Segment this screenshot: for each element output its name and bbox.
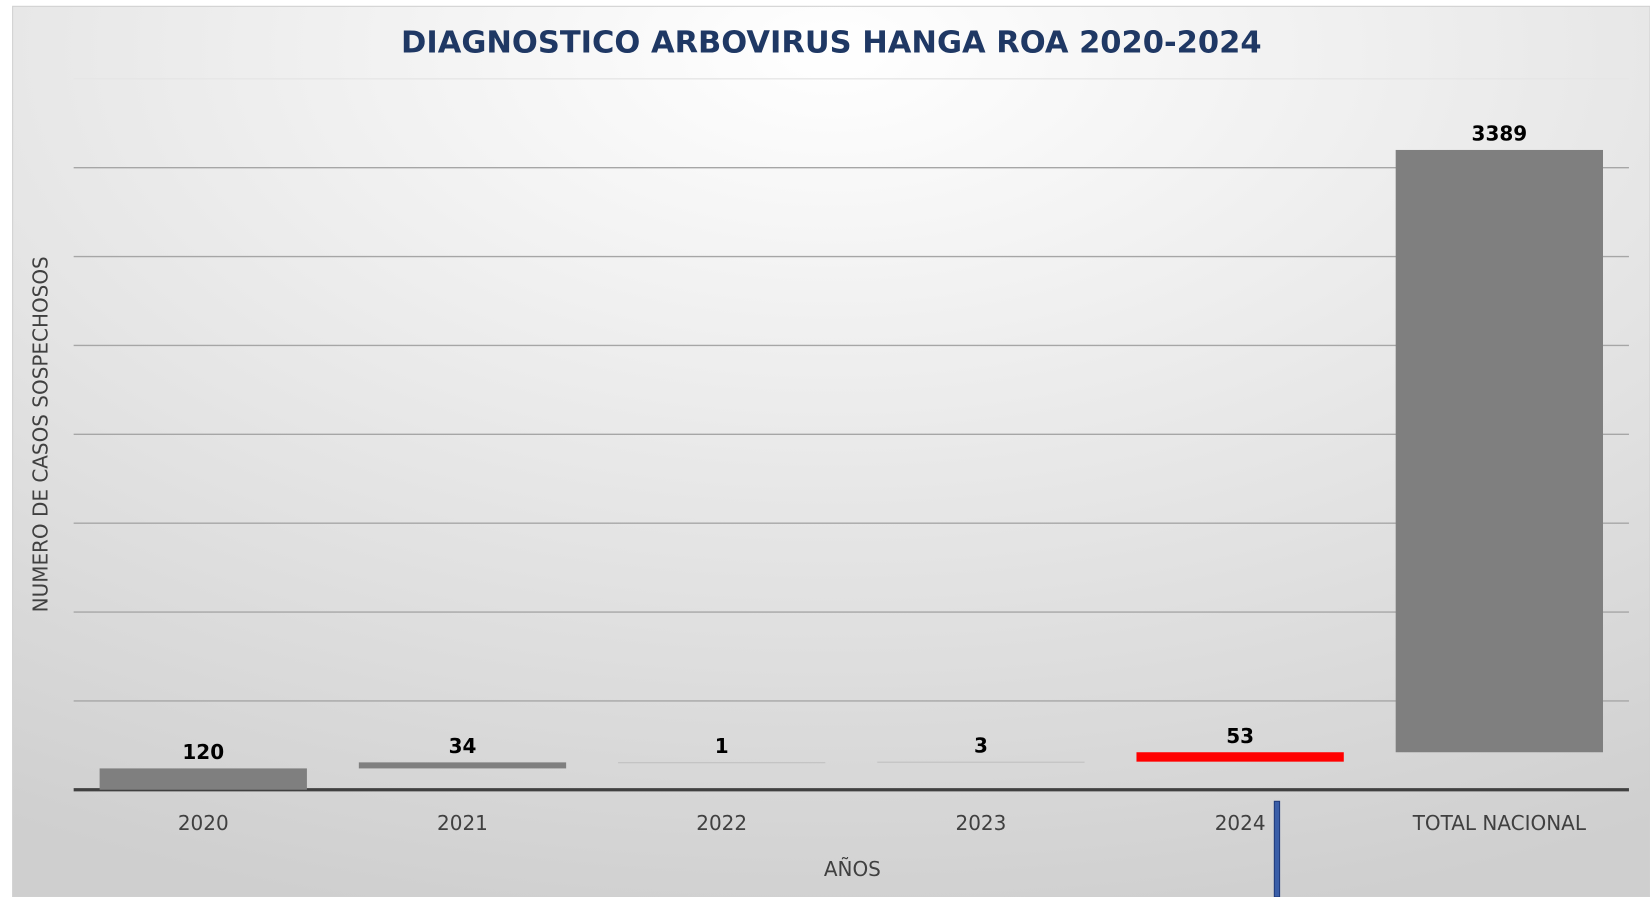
value-label: 120 [182,740,224,764]
bar [1395,149,1603,753]
value-label: 3389 [1472,122,1528,146]
value-label: 53 [1226,724,1254,748]
value-label: 34 [449,734,477,758]
x-tick-label: 2024 [1215,811,1266,835]
x-tick-label: 2021 [437,811,488,835]
decoration-bar [1273,800,1281,897]
value-label: 3 [974,733,988,757]
x-tick-label: 2022 [696,811,747,835]
chart-background [12,5,1650,897]
bar [618,762,826,764]
x-axis-label: AÑOS [824,857,881,881]
bar [358,762,567,769]
bar [1136,752,1344,762]
bar [877,761,1085,763]
x-tick-label: TOTAL NACIONAL [1412,811,1587,835]
bar [99,768,307,790]
x-tick-label: 2020 [178,811,229,835]
x-tick-label: 2023 [955,811,1006,835]
value-label: 1 [715,734,729,758]
chart-title: DIAGNOSTICO ARBOVIRUS HANGA ROA 2020-202… [401,26,1262,61]
y-axis-label: NUMERO DE CASOS SOSPECHOSOS [29,256,53,612]
